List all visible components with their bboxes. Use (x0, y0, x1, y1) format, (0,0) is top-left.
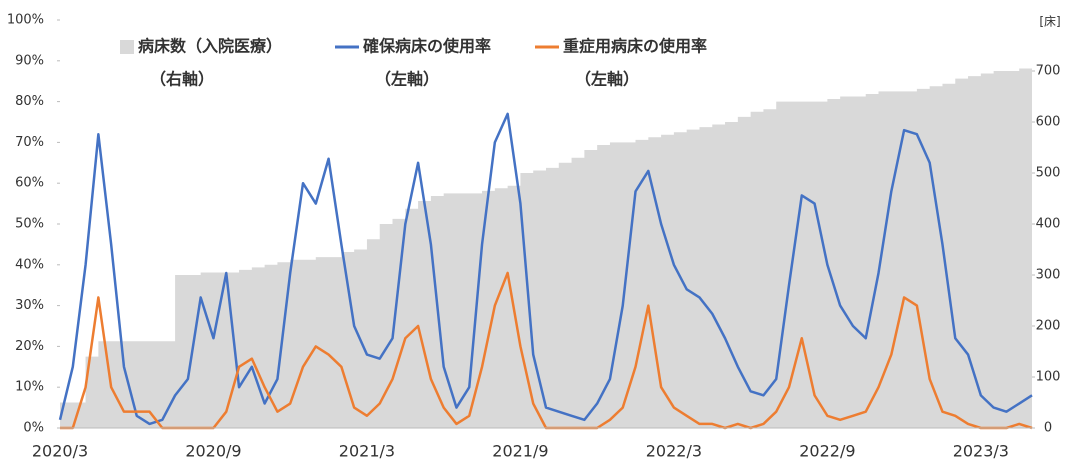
y2-tick-label: 200 (1036, 319, 1061, 334)
x-tick-label: 2023/3 (953, 442, 1009, 461)
x-tick-label: 2022/9 (799, 442, 855, 461)
y-tick-label: 50% (15, 217, 44, 232)
y2-tick-label: 300 (1036, 268, 1061, 283)
x-tick-label: 2021/3 (339, 442, 395, 461)
legend-swatch (120, 40, 134, 54)
legend-label: 病床数（入院医療） (138, 37, 282, 56)
y2-tick-label: 400 (1036, 217, 1061, 232)
legend-label: 重症用病床の使用率 (563, 37, 707, 56)
x-tick-label: 2022/3 (646, 442, 702, 461)
legend-label: 確保病床の使用率 (363, 37, 491, 56)
y-tick-label: 40% (15, 257, 44, 272)
y2-tick-label: 500 (1036, 166, 1061, 181)
y-tick-label: 90% (15, 53, 44, 68)
y-tick-label: 100% (7, 13, 44, 28)
y2-tick-label: 0 (1044, 421, 1052, 436)
y-tick-label: 60% (15, 176, 44, 191)
y2-tick-label: 700 (1036, 64, 1061, 79)
y-tick-label: 80% (15, 94, 44, 109)
x-tick-label: 2021/9 (492, 442, 548, 461)
legend-note: （左軸） (375, 70, 439, 89)
area (60, 63, 1032, 428)
y-tick-label: 70% (15, 135, 44, 150)
y-tick-label: 30% (15, 298, 44, 313)
y-tick-label: 10% (15, 380, 44, 395)
y2-tick-label: 600 (1036, 115, 1061, 130)
y-tick-label: 0% (23, 421, 44, 436)
line (58, 112, 1033, 426)
x-tick-label: 2020/9 (185, 442, 241, 461)
legend-note: （右軸） (150, 70, 214, 89)
legend-note: （左軸） (575, 70, 639, 89)
x-tick-label: 2020/3 (32, 442, 88, 461)
y2-tick-label: 100 (1036, 370, 1061, 385)
y2-axis-label: [床] (1039, 15, 1060, 29)
y-tick-label: 20% (15, 339, 44, 354)
